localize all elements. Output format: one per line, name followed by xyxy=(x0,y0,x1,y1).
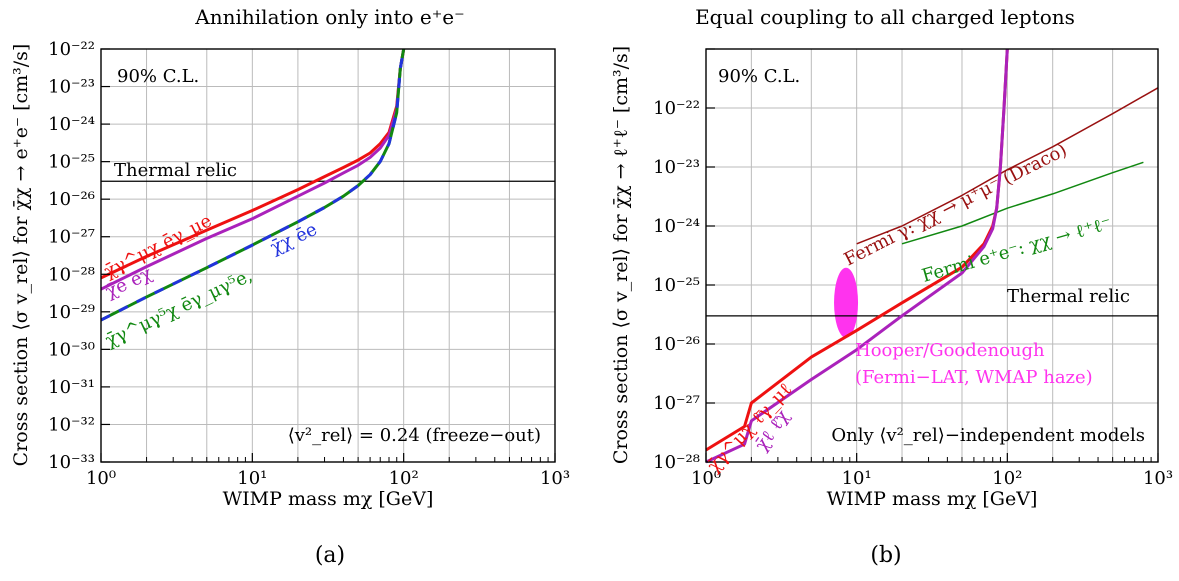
a-y-tick-label: 10⁻²⁸ xyxy=(48,264,95,285)
panel-b-series xyxy=(705,48,1159,464)
panel-b-ylabel: Cross section ⟨σ v_rel⟩ for χ̄χ → ℓ⁺ℓ⁻ [… xyxy=(610,46,632,464)
panel-a-series-labels: χ̄γ^μχ ēγ_μeχ̄e ēχχ̄γ^μγ⁵χ ēγ_μγ⁵e,χ̄χ ē… xyxy=(101,210,321,351)
a-x-tick-label: 10⁰ xyxy=(86,468,116,489)
panel-a-frame xyxy=(100,48,556,463)
b-y-tick-label: 10⁻²³ xyxy=(653,157,700,178)
a-y-tick-label: 10⁻³² xyxy=(48,414,95,435)
panel-b-frame xyxy=(705,48,1159,463)
a-x-tick-label: 10¹ xyxy=(237,468,267,489)
panel-a: Annihilation only into e⁺e⁻ 10⁰ 10¹ 10² 10³… xyxy=(10,5,570,568)
panel-a-footnote: ⟨v²_rel⟩ = 0.24 (freeze−out) xyxy=(288,425,541,446)
b-x-tick-label: 10¹ xyxy=(842,468,872,489)
panel-a-ticks: 10⁰ 10¹ 10² 10³ 10⁻³³ 10⁻³² 10⁻³¹ 10⁻³⁰ 10⁻²⁹ 10⁻… xyxy=(48,39,570,489)
b-series-line-3 xyxy=(705,48,1009,464)
a-y-tick-label: 10⁻³¹ xyxy=(48,377,95,398)
a-y-tick-label: 10⁻³³ xyxy=(48,452,95,473)
b-y-tick-label: 10⁻²⁸ xyxy=(653,452,700,473)
b-y-tick-label: 10⁻²⁶ xyxy=(653,334,700,355)
a-y-tick-label: 10⁻²⁴ xyxy=(48,114,95,135)
a-x-tick-label: 10² xyxy=(389,468,419,489)
panel-b-panel-label: (b) xyxy=(870,543,901,568)
hooper-goodenough-region xyxy=(834,267,859,338)
a-series-line-3 xyxy=(100,48,406,322)
panel-b-region-label-2: (Fermi−LAT, WMAP haze) xyxy=(855,367,1093,388)
panel-a-series xyxy=(100,48,406,322)
panel-a-thermal-relic-label: Thermal relic xyxy=(114,160,237,181)
panel-b-title: Equal coupling to all charged leptons xyxy=(695,5,1075,29)
a-y-tick-label: 10⁻²⁶ xyxy=(48,189,95,210)
a-y-tick-label: 10⁻³⁰ xyxy=(48,339,95,360)
a-y-tick-label: 10⁻²⁵ xyxy=(48,152,95,173)
panel-b-thermal-relic-label: Thermal relic xyxy=(1007,286,1130,307)
panel-b-hooper-region xyxy=(834,267,859,338)
b-y-tick-label: 10⁻²² xyxy=(653,98,700,119)
b-series-line-1 xyxy=(901,161,1144,245)
panel-a-ylabel: Cross section ⟨σ v_rel⟩ for χ̄χ → e⁺e⁻ [… xyxy=(10,44,32,467)
a-y-tick-label: 10⁻²⁹ xyxy=(48,302,95,323)
panel-b-region-label-1: Hooper/Goodenough xyxy=(855,340,1045,361)
panel-b-grid xyxy=(705,48,1159,463)
b-y-tick-label: 10⁻²⁵ xyxy=(653,275,700,296)
a-x-tick-label: 10³ xyxy=(540,468,570,489)
panel-a-corner-label: 90% C.L. xyxy=(117,66,199,87)
b-y-tick-label: 10⁻²⁴ xyxy=(653,216,700,237)
panel-a-title: Annihilation only into e⁺e⁻ xyxy=(194,5,464,29)
panel-b-xlabel: WIMP mass mχ [GeV] xyxy=(827,488,1038,510)
a-y-tick-label: 10⁻²³ xyxy=(48,77,95,98)
panel-b: Equal coupling to all charged leptons 10… xyxy=(610,5,1173,568)
panel-a-xlabel: WIMP mass mχ [GeV] xyxy=(223,488,434,510)
panel-a-panel-label: (a) xyxy=(315,543,345,568)
b-series-label-3: Fermi e⁺e⁻: χχ → ℓ⁺ℓ⁻ xyxy=(920,213,1114,287)
panel-b-footnote: Only ⟨v²_rel⟩−independent models xyxy=(831,425,1145,446)
b-y-tick-label: 10⁻²⁷ xyxy=(653,393,700,414)
b-x-tick-label: 10³ xyxy=(1143,468,1173,489)
panel-b-ticks: 10⁰ 10¹ 10² 10³ 10⁻²⁸ 10⁻²⁷ 10⁻²⁶ 10⁻²⁵ 10⁻²⁴ 10⁻… xyxy=(653,48,1173,489)
a-y-tick-label: 10⁻²⁷ xyxy=(48,227,95,248)
b-series-line-0 xyxy=(856,87,1159,245)
b-x-tick-label: 10⁰ xyxy=(691,468,721,489)
panel-b-corner-label: 90% C.L. xyxy=(718,66,800,87)
a-y-tick-label: 10⁻²² xyxy=(48,39,95,60)
b-x-tick-label: 10² xyxy=(992,468,1022,489)
